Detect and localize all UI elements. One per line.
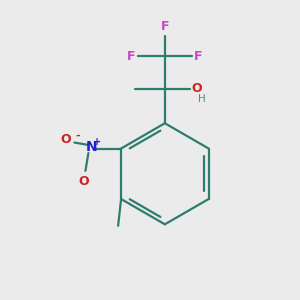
Text: H: H — [198, 94, 206, 104]
Text: -: - — [75, 131, 80, 141]
Text: O: O — [192, 82, 202, 95]
Text: F: F — [127, 50, 136, 63]
Text: F: F — [160, 20, 169, 33]
Text: O: O — [79, 175, 89, 188]
Text: F: F — [194, 50, 202, 63]
Text: +: + — [93, 137, 101, 147]
Text: O: O — [60, 133, 70, 146]
Text: N: N — [85, 140, 97, 154]
